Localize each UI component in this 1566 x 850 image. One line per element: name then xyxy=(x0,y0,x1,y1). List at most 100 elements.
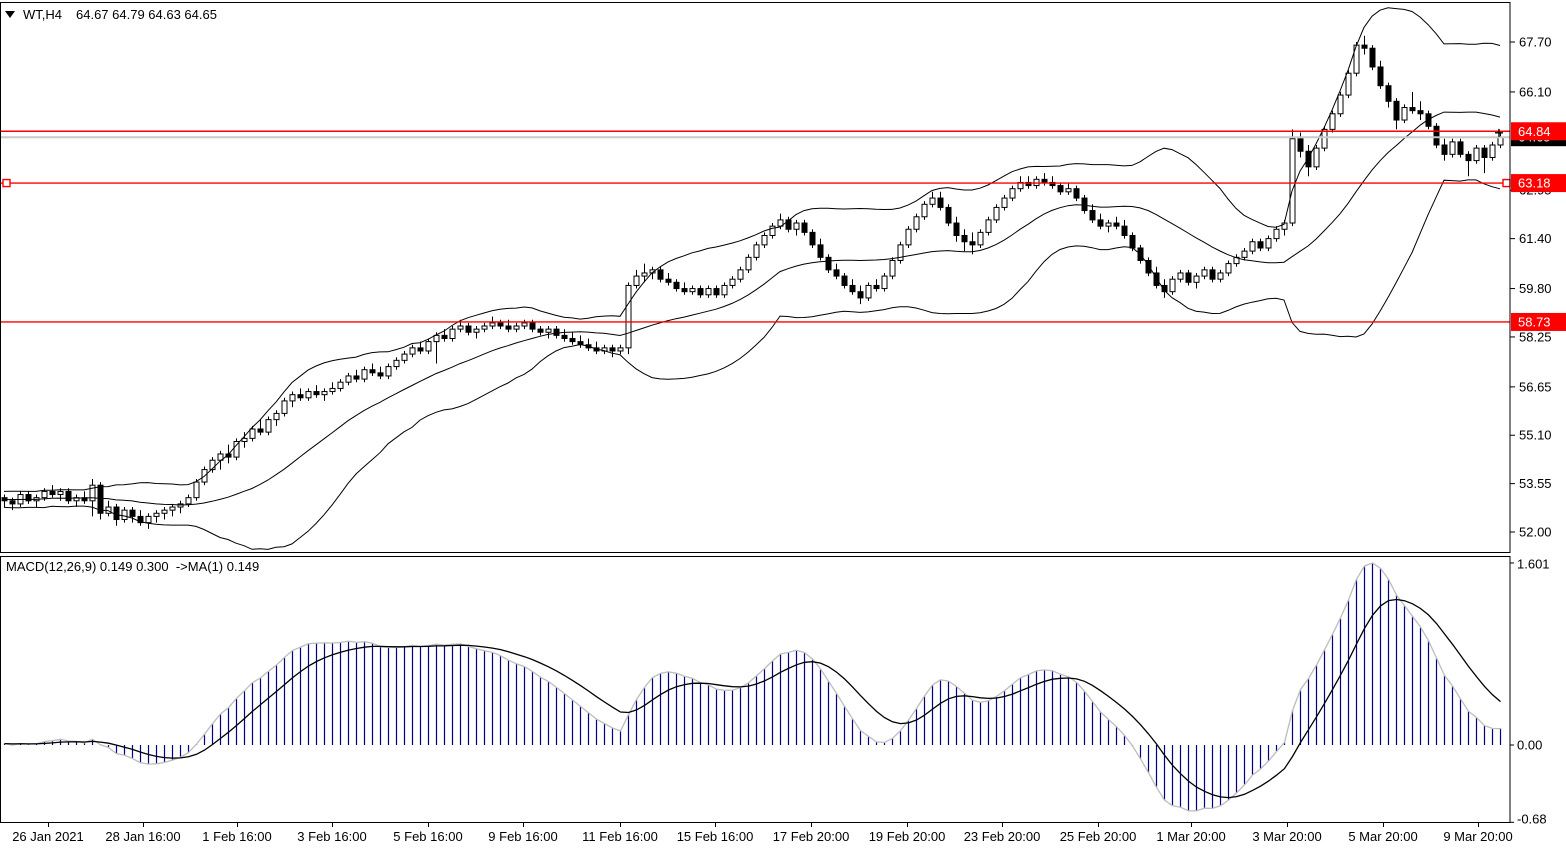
candle-down xyxy=(1161,284,1168,293)
candle-up xyxy=(1169,278,1176,293)
candle-down xyxy=(1257,241,1264,249)
hline-handle[interactable] xyxy=(1502,178,1511,188)
candle-up xyxy=(393,359,400,368)
candle-up xyxy=(1345,72,1352,96)
candle-up xyxy=(145,515,152,524)
svg-text:63.18: 63.18 xyxy=(1518,176,1551,191)
candle-down xyxy=(681,288,688,293)
candle-up xyxy=(513,325,520,330)
candle-down xyxy=(1385,85,1392,102)
candle-down xyxy=(961,235,968,243)
hline-price-label: 64.84 xyxy=(1511,122,1566,141)
candle-up xyxy=(921,203,928,218)
candle-down xyxy=(1369,47,1376,68)
candle-down xyxy=(801,222,808,233)
candle-up xyxy=(1321,128,1328,149)
candle-up xyxy=(41,490,48,499)
candle-down xyxy=(785,219,792,230)
candle-down xyxy=(1393,100,1400,121)
candle-up xyxy=(233,440,240,458)
candle-down xyxy=(1209,269,1216,280)
candle-down xyxy=(817,244,824,258)
candle-up xyxy=(985,219,992,233)
candle-down xyxy=(113,506,120,521)
candle-up xyxy=(281,400,288,414)
candle-down xyxy=(65,490,72,502)
candle-down xyxy=(313,391,320,396)
candle-up xyxy=(153,512,160,517)
time-axis[interactable]: 26 Jan 2021 28 Jan 16:00 1 Feb 16:00 3 Feb … xyxy=(12,822,1513,844)
price-tick-label: 52.00 xyxy=(1519,525,1552,540)
candle-up xyxy=(1241,250,1248,258)
candle-down xyxy=(1433,125,1440,146)
candle-up xyxy=(1177,272,1184,280)
bollinger-middle-band xyxy=(3,111,1501,506)
macd-axis[interactable]: 1.601 0.00 -0.68 xyxy=(1510,557,1550,827)
macd-pane-border xyxy=(0,556,1511,823)
price-pane[interactable] xyxy=(0,2,1511,553)
candle-down xyxy=(673,281,680,290)
candle-down xyxy=(873,284,880,290)
candle-up xyxy=(977,231,984,246)
candle-down xyxy=(833,269,840,277)
candle-down xyxy=(945,206,952,224)
candle-up xyxy=(449,328,456,339)
candle-up xyxy=(1489,144,1496,158)
candle-down xyxy=(937,197,944,208)
candle-down xyxy=(1305,150,1312,168)
candle-up xyxy=(1105,222,1112,227)
candle-up xyxy=(1217,272,1224,280)
candle-down xyxy=(1073,188,1080,199)
price-tick-label: 58.25 xyxy=(1519,329,1552,344)
candle-down xyxy=(849,284,856,293)
candle-down xyxy=(1097,219,1104,227)
candle-up xyxy=(905,228,912,246)
candle-down xyxy=(609,347,616,352)
candle-down xyxy=(969,241,976,246)
candle-up xyxy=(545,328,552,333)
candle-down xyxy=(465,325,472,333)
candle-up xyxy=(737,269,744,280)
macd-signal-line xyxy=(4,598,1501,799)
candle-down xyxy=(1081,197,1088,212)
candle-up xyxy=(1401,107,1408,121)
candle-down xyxy=(1417,110,1424,115)
candle-up xyxy=(265,419,272,433)
candle-up xyxy=(457,325,464,330)
candle-up xyxy=(305,391,312,399)
time-tick-label: 15 Feb 16:00 xyxy=(677,829,754,844)
candle-up xyxy=(1225,263,1232,274)
candle-down xyxy=(1481,147,1488,158)
candle-up xyxy=(521,322,528,327)
macd-indicator-label: MACD(12,26,9) 0.149 0.300 ->MA(1) 0.149 xyxy=(6,559,260,574)
candle-down xyxy=(665,278,672,283)
candle-down xyxy=(657,269,664,280)
chart-title-bar: WT,H4 64.67 64.79 64.63 64.65 xyxy=(5,7,217,22)
macd-histogram xyxy=(3,562,1502,811)
candle-down xyxy=(505,325,512,330)
price-axis[interactable]: 67.7066.1062.9561.4059.8058.2556.6555.10… xyxy=(1510,35,1552,540)
candle-up xyxy=(1449,141,1456,155)
candle-up xyxy=(121,509,128,521)
candle-up xyxy=(489,322,496,327)
candle-down xyxy=(537,328,544,333)
price-tick-label: 59.80 xyxy=(1519,281,1552,296)
candle-up xyxy=(433,334,440,343)
candle-down xyxy=(129,509,136,517)
price-pane-border xyxy=(0,2,1511,553)
candle-up xyxy=(209,459,216,471)
candle-down xyxy=(825,256,832,271)
price-tick-label: 67.70 xyxy=(1519,35,1552,50)
macd-line xyxy=(4,562,1501,812)
candle-up xyxy=(1473,147,1480,162)
candle-up xyxy=(1329,113,1336,130)
candle-up xyxy=(1201,269,1208,277)
macd-pane[interactable] xyxy=(0,556,1511,823)
candle-down xyxy=(369,369,376,374)
hline-handle[interactable] xyxy=(2,178,11,188)
candle-down xyxy=(1041,178,1048,183)
candle-up xyxy=(241,437,248,442)
candle-down xyxy=(417,347,424,352)
